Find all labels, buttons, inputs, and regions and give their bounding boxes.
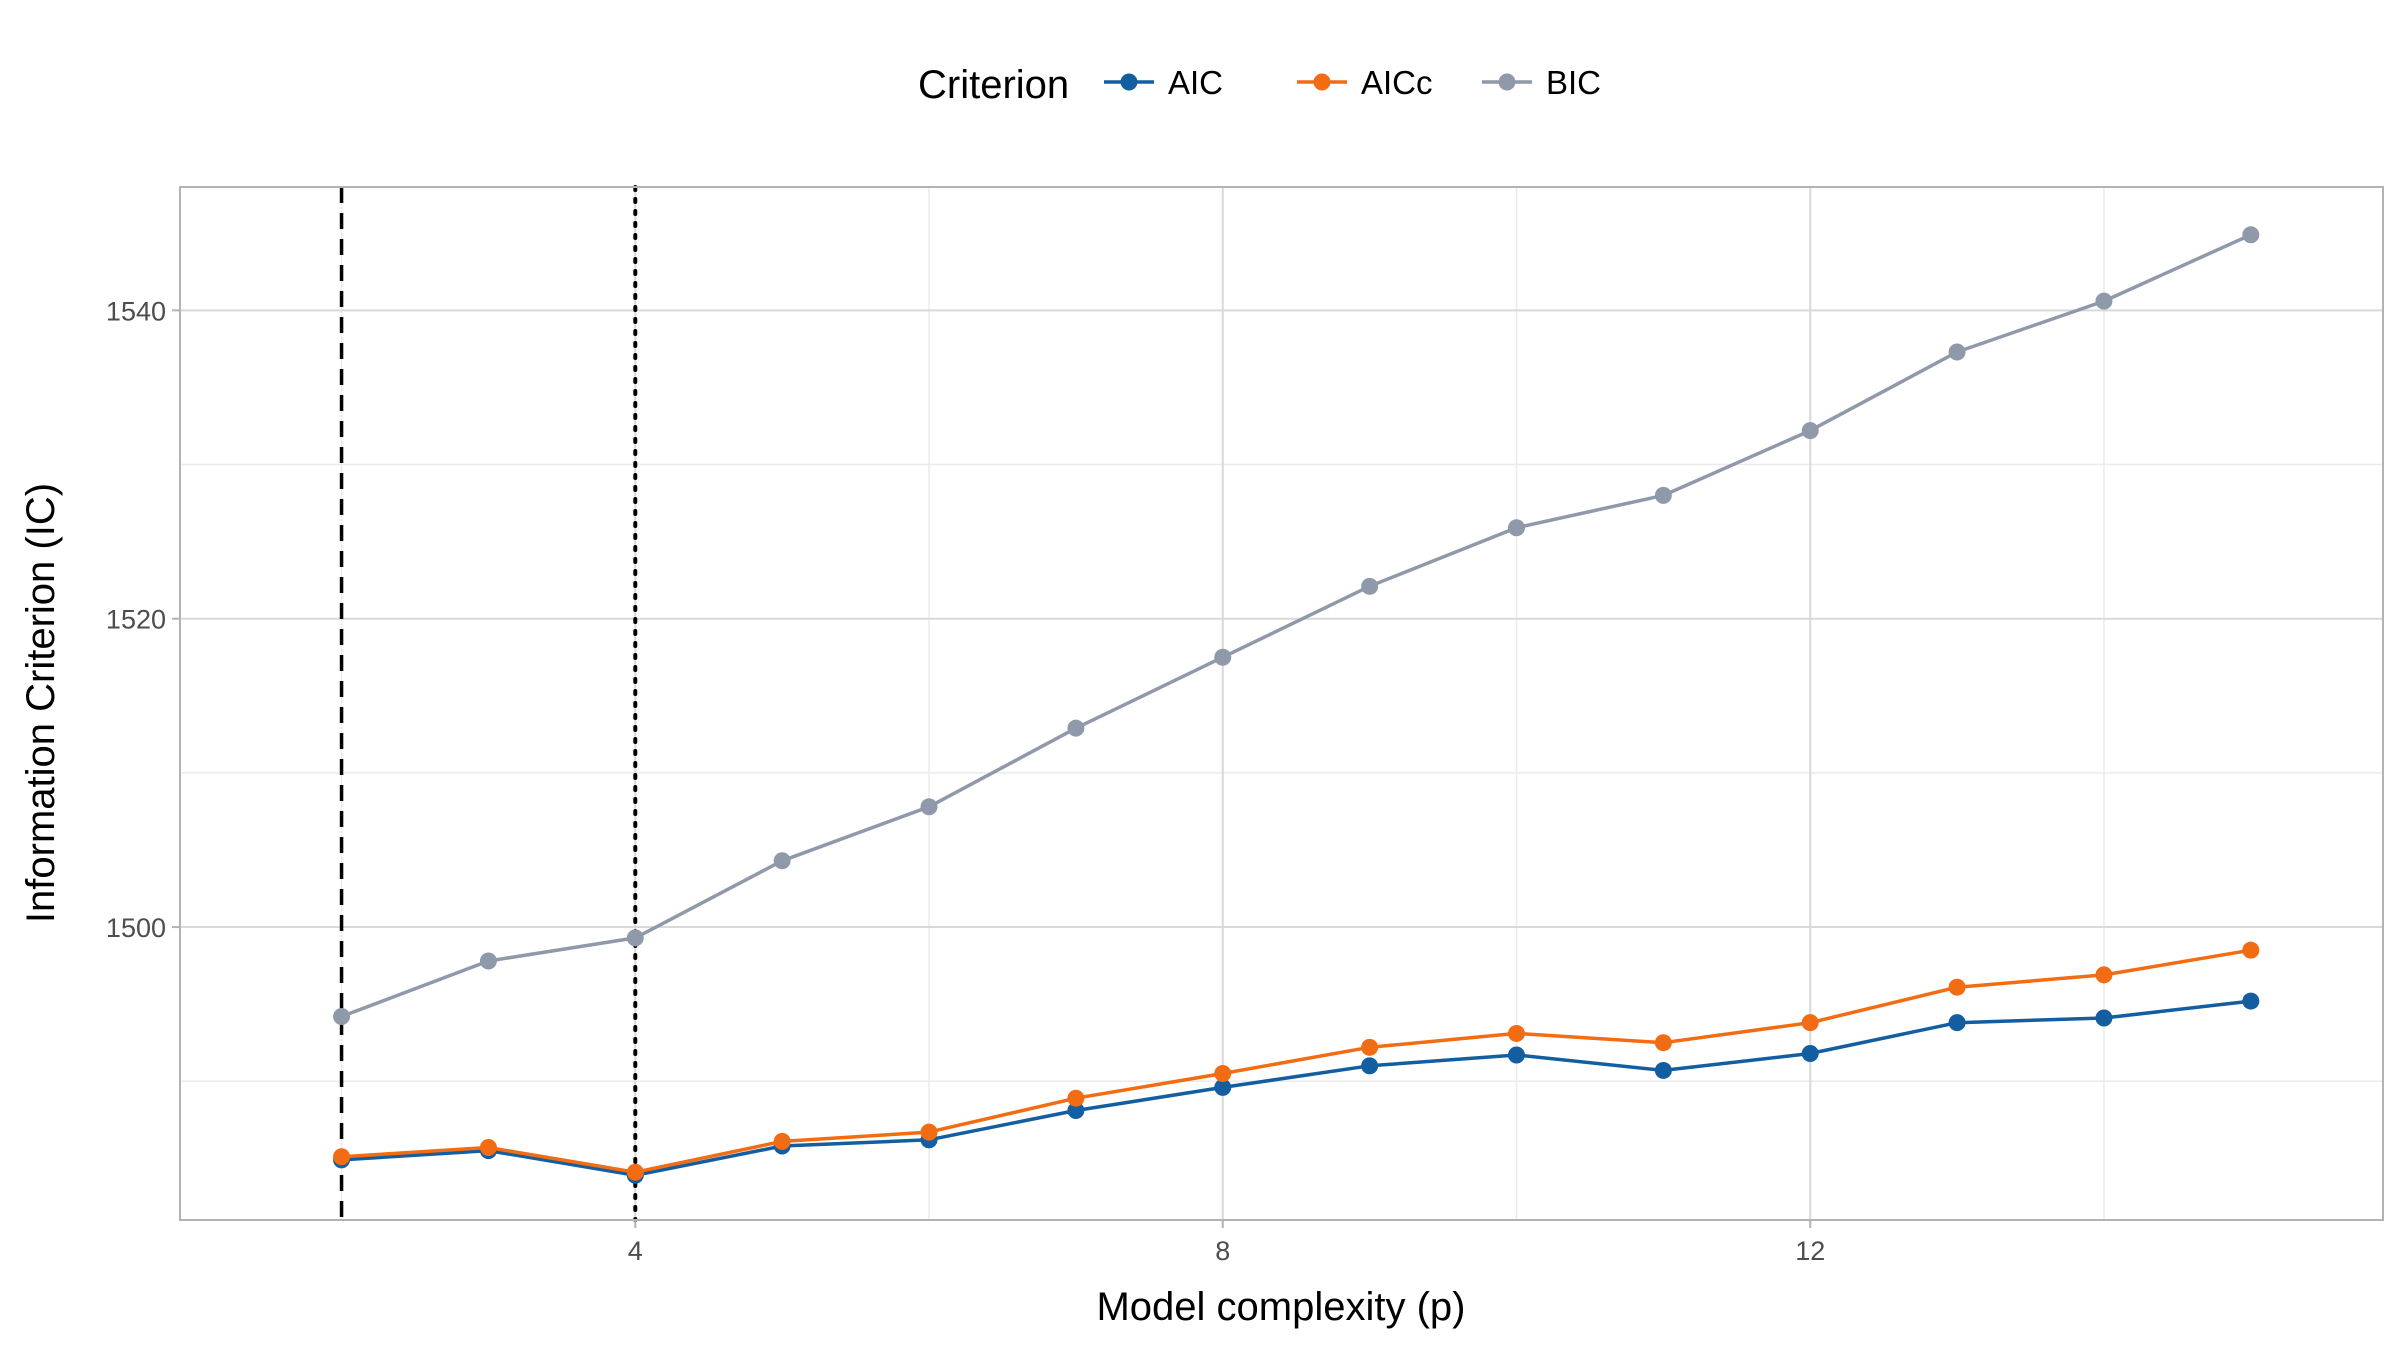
data-point-bic [920,798,938,816]
data-point-bic [1361,577,1379,595]
y-axis-title: Information Criterion (IC) [19,483,63,923]
data-point-aic [1948,1014,1966,1032]
legend: Criterion AIC AICc BIC [918,63,1601,107]
data-point-bic [1654,486,1672,504]
data-point-aicc [626,1163,644,1181]
data-point-bic [2095,292,2113,310]
data-point-aicc [479,1139,497,1157]
series-aic [333,992,2260,1184]
legend-entry-aicc: AICc [1297,64,1433,101]
data-point-aicc [1361,1038,1379,1056]
data-point-aicc [2242,941,2260,959]
x-tick-label: 12 [1795,1236,1825,1266]
minor-gridlines [180,187,2383,1220]
series-line-bic [340,233,2252,1019]
data-point-aicc [333,1148,351,1166]
data-point-aic [1067,1102,1085,1120]
data-point-bic [773,852,791,870]
data-point-aic [2242,992,2260,1010]
reference-lines [339,185,638,1222]
data-point-bic [479,952,497,970]
data-point-aic [1654,1061,1672,1079]
data-point-aicc [2095,966,2113,984]
legend-key-point [1498,73,1516,91]
data-point-bic [1507,519,1525,537]
y-tick-label: 1520 [106,605,166,635]
data-point-bic [2242,226,2260,244]
data-point-aicc [1801,1014,1819,1032]
data-point-aic [1214,1078,1232,1096]
series-bic [333,226,2260,1025]
legend-key-point [1313,73,1331,91]
y-tick-label: 1500 [106,913,166,943]
y-axis-ticks: 1500 1520 1540 [106,296,180,943]
series-aicc [333,941,2260,1181]
data-point-aicc [1948,978,1966,996]
legend-label: BIC [1546,64,1601,101]
panel-border [179,186,2384,1221]
legend-label: AIC [1168,64,1223,101]
x-tick-label: 4 [628,1236,643,1266]
major-gridlines [180,187,2383,1220]
data-point-bic [333,1007,351,1025]
data-point-aic [1361,1057,1379,1075]
data-point-aic [2095,1009,2113,1027]
legend-key-point [1120,73,1138,91]
y-tick-label: 1540 [106,296,166,326]
x-axis-ticks: 4 8 12 [628,1220,1825,1266]
legend-entry-aic: AIC [1104,64,1223,101]
x-axis-title: Model complexity (p) [1096,1285,1465,1329]
data-point-aicc [1507,1024,1525,1042]
data-point-aicc [1654,1034,1672,1052]
data-point-bic [1948,343,1966,361]
data-point-aic [1801,1044,1819,1062]
data-point-aicc [1214,1065,1232,1083]
data-point-aicc [920,1123,938,1141]
data-point-aic [1507,1046,1525,1064]
legend-entry-bic: BIC [1482,64,1601,101]
legend-label: AICc [1361,64,1433,101]
series-layer [333,226,2260,1184]
data-point-bic [1214,648,1232,666]
data-point-aicc [1067,1089,1085,1107]
series-line-aicc [341,948,2252,1174]
data-point-bic [1801,422,1819,440]
data-point-bic [1067,719,1085,737]
x-tick-label: 8 [1215,1236,1230,1266]
series-line-aic [341,999,2252,1178]
data-point-aicc [773,1132,791,1150]
legend-title: Criterion [918,63,1069,107]
data-point-bic [626,929,644,947]
